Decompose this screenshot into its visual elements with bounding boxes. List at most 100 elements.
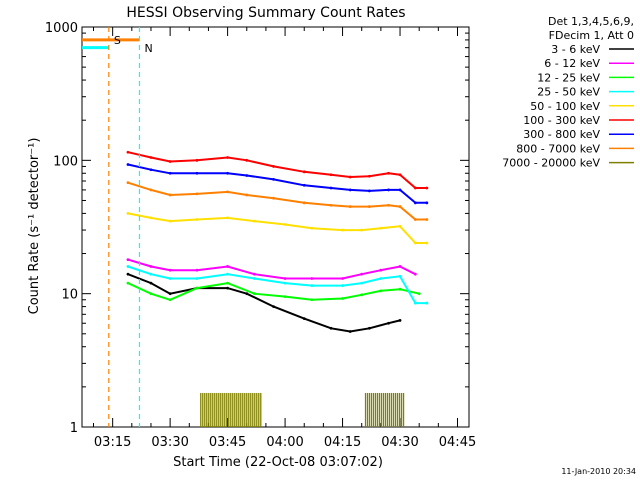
series-point (195, 158, 199, 162)
x-axis-label: Start Time (22-Oct-08 03:07:02) (173, 455, 383, 470)
series-line-6 (127, 163, 427, 204)
legend-label: 800 - 7000 keV (516, 142, 600, 155)
series-point (413, 272, 417, 276)
series-point (126, 265, 130, 268)
legend-label: 6 - 12 keV (544, 57, 600, 70)
series-point (302, 183, 306, 187)
series-point (226, 265, 230, 268)
series-point (387, 321, 390, 325)
footer-date: 11-Jan-2010 20:34 (561, 467, 636, 476)
y-tick-label: 1000 (45, 21, 78, 36)
series-point (226, 281, 230, 285)
series-point (226, 171, 230, 175)
series-point (283, 295, 287, 299)
marker-label: S (114, 34, 121, 47)
x-tick-label: 04:15 (324, 435, 361, 450)
series-point (360, 228, 364, 232)
plot-frame (81, 26, 470, 428)
x-tick-label: 03:15 (94, 435, 131, 450)
series-line-1 (127, 258, 416, 280)
y-tick-label: 1 (70, 421, 78, 436)
series-point (348, 188, 352, 192)
series-point (425, 241, 429, 245)
series-point (283, 223, 287, 226)
series-point (226, 272, 230, 276)
series-point (398, 274, 402, 278)
series-point (425, 218, 429, 221)
marker-label: N (144, 42, 152, 55)
legend-label: 300 - 800 keV (523, 128, 600, 141)
series-point (348, 175, 352, 179)
series-point (126, 181, 130, 185)
series-point (168, 171, 172, 175)
series-point (341, 297, 344, 300)
series-point (387, 188, 390, 192)
series-point (310, 277, 314, 280)
series-point (168, 268, 172, 272)
series-point (341, 228, 344, 232)
series-point (398, 319, 402, 322)
series-point (329, 173, 333, 177)
series-point (149, 292, 153, 296)
series-point (245, 174, 249, 177)
legend-label: 100 - 300 keV (523, 114, 600, 127)
series-point (126, 258, 130, 262)
series-point (253, 292, 256, 296)
series-point (168, 160, 172, 163)
chart-title: HESSI Observing Summary Count Rates (126, 5, 405, 21)
series-point (348, 205, 352, 208)
series-point (245, 193, 249, 197)
series-point (379, 226, 383, 230)
y-tick-label: 100 (53, 154, 78, 169)
series-point (413, 241, 417, 245)
legend-label: 3 - 6 keV (551, 43, 600, 56)
series-point (413, 186, 417, 190)
series-point (226, 190, 230, 194)
series-point (283, 281, 287, 285)
x-tick-label: 04:30 (381, 435, 418, 450)
legend-label: 50 - 100 keV (530, 100, 600, 113)
legend: Det 1,3,4,5,6,9, FDecim 1, Att 0 3 - 6 k… (502, 15, 634, 170)
series-point (226, 216, 230, 220)
y-axis: 1 10 100 1000 (45, 21, 469, 436)
series-point (195, 218, 199, 221)
series-point (283, 277, 287, 280)
series-point (413, 301, 417, 305)
legend-label: 7000 - 20000 keV (502, 157, 600, 170)
series-point (329, 203, 333, 207)
plot-area (81, 26, 470, 428)
series-point (149, 188, 153, 192)
series-point (168, 292, 172, 296)
series-point (149, 156, 153, 159)
series-point (149, 272, 153, 276)
series-line-4 (127, 212, 427, 244)
legend-label: 25 - 50 keV (537, 86, 600, 99)
series-line-3 (127, 265, 427, 305)
series-point (379, 268, 383, 272)
y-axis-label: Count Rate (s⁻¹ detector⁻¹) (27, 138, 42, 315)
series-point (253, 219, 256, 223)
series-point (195, 268, 199, 272)
series-point (226, 286, 230, 290)
series-point (398, 188, 402, 192)
series-point (195, 192, 199, 196)
legend-header-1: Det 1,3,4,5,6,9, (548, 15, 634, 28)
series-point (302, 317, 306, 321)
series-point (272, 305, 275, 308)
series-point (253, 272, 256, 276)
series-point (360, 281, 364, 285)
series-point (310, 298, 314, 302)
series-point (413, 218, 417, 221)
series-point (168, 193, 172, 197)
series-point (168, 277, 172, 280)
series-point (413, 201, 417, 205)
series-point (302, 170, 306, 174)
series-point (387, 203, 390, 207)
series-point (168, 298, 172, 302)
series-point (379, 277, 383, 280)
series-point (310, 284, 314, 287)
x-tick-label: 03:30 (151, 435, 188, 450)
series-point (425, 186, 429, 190)
series-point (149, 265, 153, 268)
